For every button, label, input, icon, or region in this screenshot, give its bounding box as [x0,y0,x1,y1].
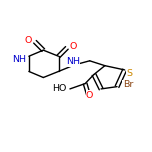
Text: NH: NH [66,57,80,66]
Text: O: O [86,90,93,100]
Text: O: O [25,36,32,45]
Text: S: S [126,69,132,78]
Text: O: O [70,42,77,51]
Text: HO: HO [52,84,66,93]
Text: Br: Br [123,80,133,89]
Text: NH: NH [13,55,27,64]
